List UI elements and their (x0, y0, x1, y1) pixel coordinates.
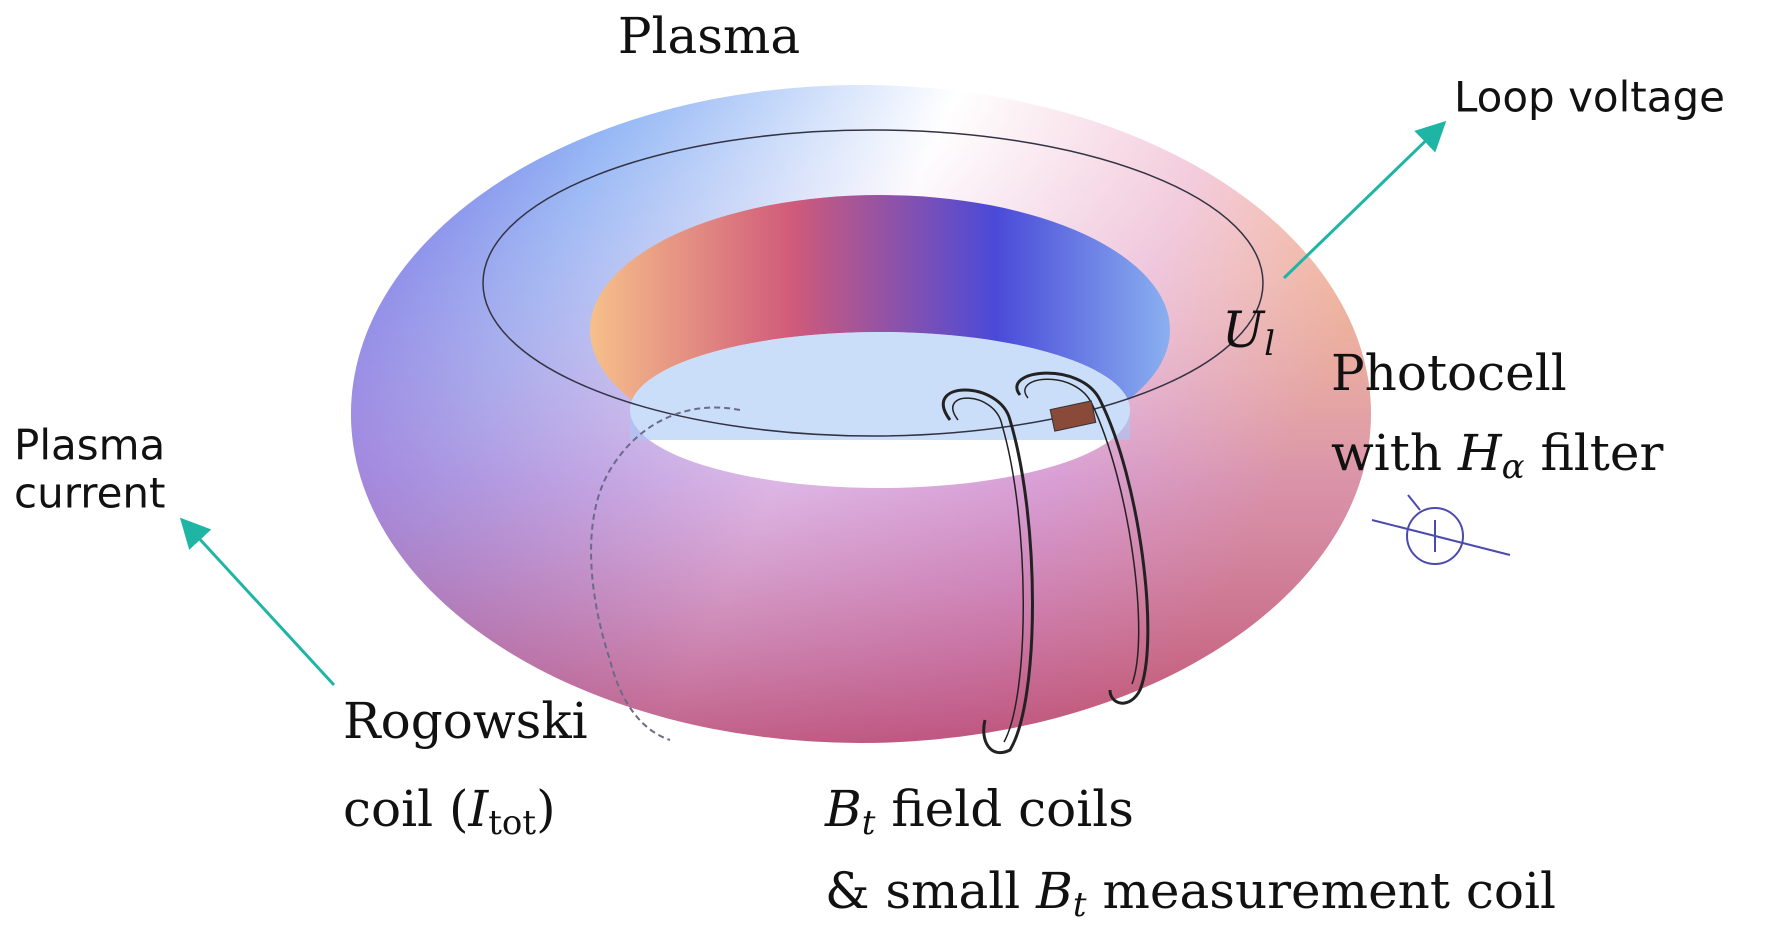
label-part: with (1331, 424, 1458, 482)
label-part: filter (1525, 424, 1664, 482)
title: Plasma (618, 7, 800, 65)
label: coil (Itot) (343, 780, 556, 843)
arrow (1284, 125, 1442, 278)
label: & small Bt measurement coil (825, 862, 1556, 925)
label-part: α (1502, 447, 1525, 487)
annotation: Plasma (14, 421, 165, 470)
label-part: l (1264, 324, 1275, 364)
annotation: Loop voltage (1454, 73, 1725, 122)
torus (351, 85, 1371, 743)
label-part: t (1073, 885, 1087, 925)
label-part: U (1222, 301, 1266, 359)
label-part: measurement coil (1087, 862, 1556, 920)
label-part: tot (488, 803, 536, 843)
label-part: B (1035, 862, 1073, 920)
label-part: ) (536, 780, 556, 838)
label-part: I (468, 780, 490, 838)
annotation: current (14, 469, 166, 518)
label-part: coil ( (343, 780, 469, 838)
label: Rogowski (343, 692, 588, 750)
label-part: t (862, 803, 876, 843)
arrow (184, 522, 334, 685)
label: Bt field coils (824, 780, 1134, 843)
label-part: & small (825, 862, 1036, 920)
label-part: B (824, 780, 862, 838)
label-part: H (1457, 424, 1503, 482)
label: Photocell (1331, 344, 1567, 402)
diagram: Plasma Loop voltage Plasma current Ul Ph… (0, 0, 1774, 926)
label-part: field coils (875, 780, 1133, 838)
photocell-symbol (1372, 495, 1510, 564)
label: with Hα filter (1331, 424, 1663, 487)
